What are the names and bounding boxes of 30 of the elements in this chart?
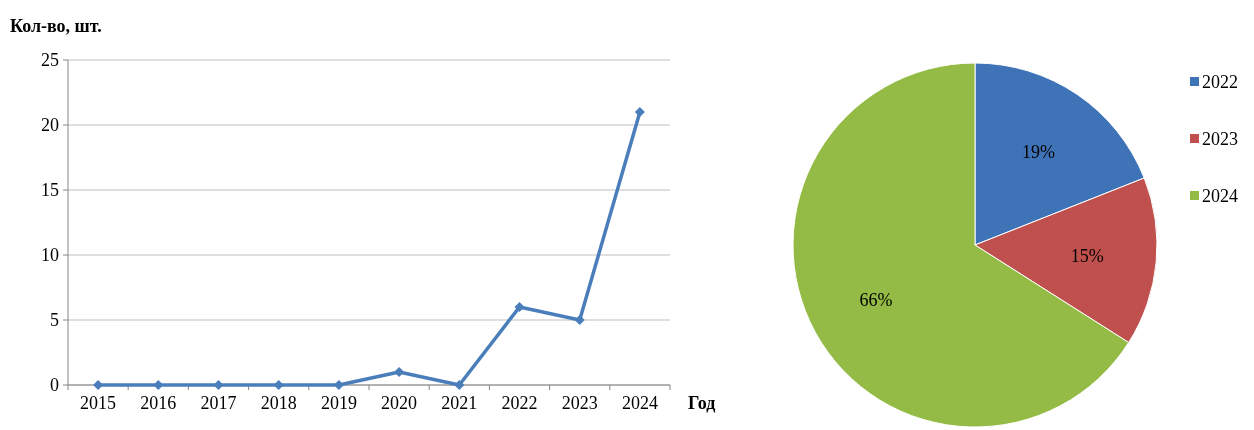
data-label: 19% [1021, 141, 1055, 162]
x-tick-label: 2023 [561, 393, 598, 413]
y-tick-label: 5 [50, 310, 59, 331]
y-tick-label: 15 [41, 180, 59, 201]
point [574, 315, 585, 325]
point [394, 367, 405, 377]
x-tick-label: 2017 [200, 393, 237, 413]
point [634, 107, 645, 117]
point [514, 302, 525, 312]
point [454, 380, 465, 390]
y-tick-label: 10 [41, 245, 59, 266]
x-tick-label: 2022 [501, 393, 538, 413]
x-tick-label: 2021 [441, 393, 478, 413]
y-tick-label: 0 [50, 375, 59, 396]
x-axis-title: Год [688, 393, 716, 413]
y-tick-label: 20 [41, 115, 59, 136]
legend-label: 2023 [1202, 129, 1238, 150]
x-tick-label: 2019 [320, 393, 357, 413]
x-tick-label: 2015 [80, 393, 117, 413]
legend-label: 2022 [1202, 72, 1238, 93]
data-label: 15% [1070, 245, 1104, 266]
legend-label: 2024 [1202, 186, 1238, 207]
x-tick-label: 2020 [381, 393, 418, 413]
x-tick-label: 2016 [140, 393, 177, 413]
data-label: 66% [859, 289, 893, 310]
y-axis-title: Кол-во, шт. [10, 16, 102, 36]
x-tick-label: 2024 [621, 393, 658, 413]
point [213, 380, 224, 390]
y-tick-label: 25 [41, 50, 59, 71]
x-tick-label: 2018 [260, 393, 297, 413]
